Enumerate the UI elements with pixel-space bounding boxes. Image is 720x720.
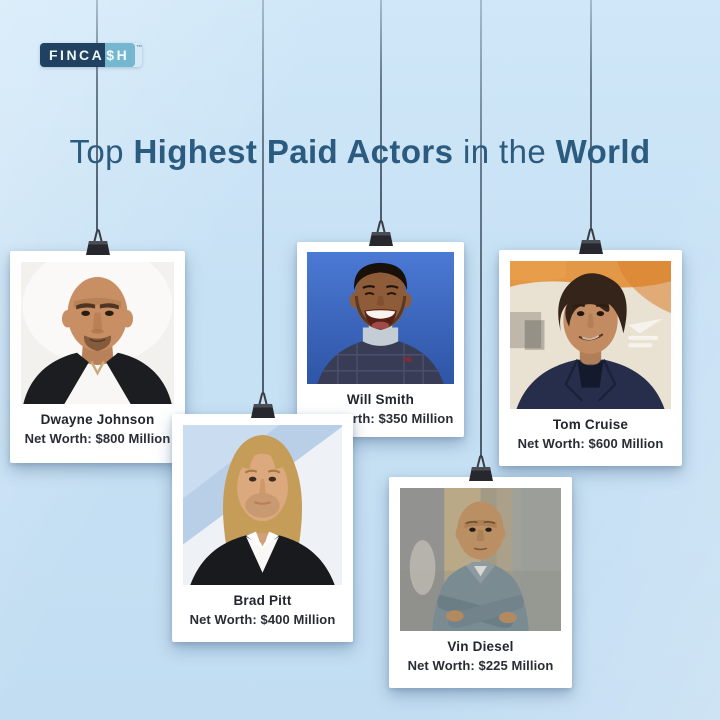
actor-name: Brad Pitt — [233, 593, 292, 608]
hanging-string — [480, 0, 482, 456]
actor-net-worth: Net Worth: $225 Million — [407, 658, 554, 673]
binder-clip-icon — [86, 229, 110, 255]
tom-cruise-photo — [510, 261, 671, 409]
actor-name: Tom Cruise — [552, 417, 629, 432]
will-smith-portrait-illustration — [307, 252, 454, 384]
binder-clip-icon — [251, 392, 275, 418]
vin-diesel-photo — [400, 488, 561, 631]
actor-net-worth: Net Worth: $800 Million — [24, 431, 171, 446]
page-title: Top Highest Paid Actors in the World — [0, 133, 720, 171]
binder-clip-icon — [369, 220, 393, 246]
hanging-string — [96, 0, 98, 230]
fincash-logo-text: FINCA — [40, 43, 106, 67]
card-caption: Brad Pitt Net Worth: $400 Million — [172, 585, 353, 627]
dwayne-johnson-photo — [21, 262, 174, 404]
actor-card-dwayne-johnson: Dwayne Johnson Net Worth: $800 Million — [10, 251, 185, 463]
card-caption: Dwayne Johnson Net Worth: $800 Million — [10, 404, 185, 446]
actor-net-worth: Net Worth: $400 Million — [189, 612, 336, 627]
binder-clip-icon — [579, 228, 603, 254]
actor-card-vin-diesel: Vin Diesel Net Worth: $225 Million — [389, 477, 572, 688]
title-segment: Top — [69, 133, 134, 170]
brad-pitt-portrait-illustration — [183, 425, 342, 585]
fincash-logo-accent-text: $H — [105, 43, 136, 67]
dwayne-johnson-portrait-illustration — [21, 262, 174, 404]
trademark-symbol: ™ — [136, 45, 143, 51]
will-smith-photo — [307, 252, 454, 384]
actor-card-will-smith: Will Smith Net Worth: $350 Million — [297, 242, 464, 437]
title-segment-bold: Highest Paid Actors — [133, 133, 454, 170]
actor-name: Vin Diesel — [447, 639, 514, 654]
actor-card-tom-cruise: Tom Cruise Net Worth: $600 Million — [499, 250, 682, 466]
actor-net-worth: Net Worth: $600 Million — [517, 436, 664, 451]
hanging-string — [590, 0, 592, 229]
actor-name: Dwayne Johnson — [40, 412, 155, 427]
brad-pitt-photo — [183, 425, 342, 585]
binder-clip-icon — [469, 455, 493, 481]
vin-diesel-portrait-illustration — [400, 488, 561, 631]
actor-name: Will Smith — [346, 392, 415, 407]
card-caption: Vin Diesel Net Worth: $225 Million — [389, 631, 572, 673]
fincash-logo: FINCA $H ™ — [40, 43, 142, 67]
hanging-string — [262, 0, 264, 393]
title-segment: in the — [453, 133, 556, 170]
card-caption: Tom Cruise Net Worth: $600 Million — [499, 409, 682, 451]
actor-card-brad-pitt: Brad Pitt Net Worth: $400 Million — [172, 414, 353, 642]
tom-cruise-portrait-illustration — [510, 261, 671, 409]
hanging-string — [380, 0, 382, 221]
title-segment-bold: World — [555, 133, 651, 170]
